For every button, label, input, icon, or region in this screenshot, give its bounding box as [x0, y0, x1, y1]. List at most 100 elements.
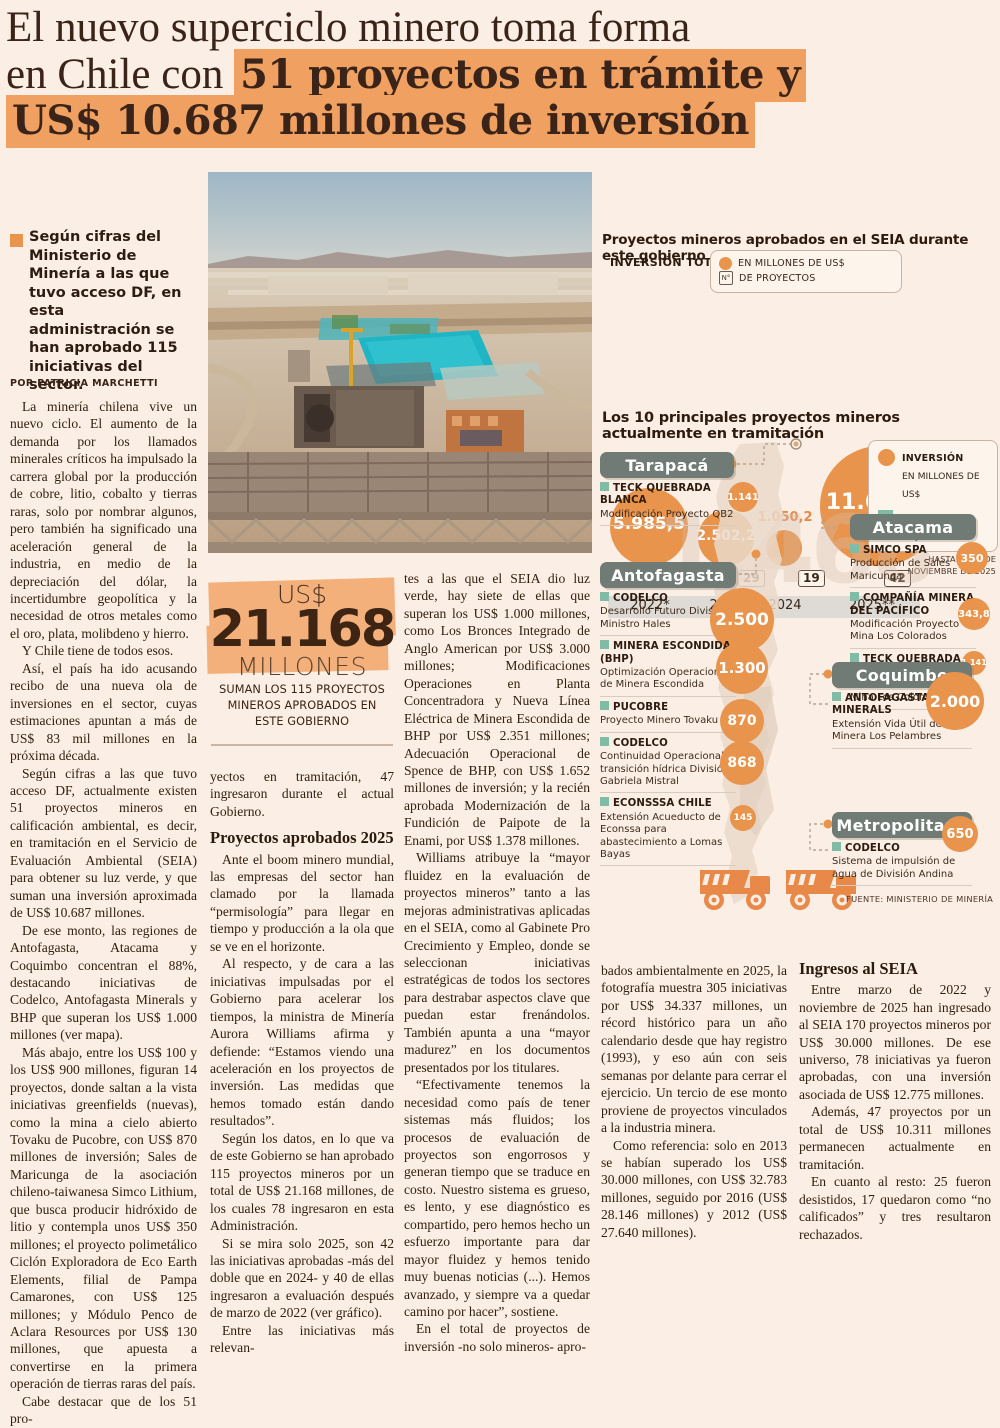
- project-item: MINERA ESCONDIDA (BHP) Optimización Oper…: [600, 636, 768, 697]
- project-name: Modificación Proyecto Mina Los Colorados: [850, 619, 960, 643]
- map-legend-item-inversion: INVERSIÓN EN MILLONES DE US$: [878, 448, 989, 502]
- project-titular: SIMCO SPA: [863, 545, 927, 556]
- project-item: TECK QUEBRADA BLANCA Modificación Proyec…: [600, 478, 759, 527]
- headline-line-1: El nuevo superciclo minero toma forma: [6, 4, 691, 51]
- green-square-icon: [600, 797, 609, 807]
- paragraph: Como referencia: solo en 2013 se habían …: [601, 1137, 787, 1240]
- bubble-chart: INVERSIÓN TOTAL EN MILLONES DE US$ N° DE…: [602, 250, 942, 618]
- paragraph: Entre marzo de 2022 y noviembre de 2025 …: [799, 982, 991, 1102]
- body-column-1: La minería chilena vive un nuevo ciclo. …: [10, 398, 197, 1428]
- paragraph: En cuanto al resto: 25 fueron desistidos…: [799, 1174, 991, 1242]
- project-titular: ANTOFAGASTA MINERALS: [832, 693, 930, 717]
- region-header-label: Tarapacá: [600, 452, 734, 478]
- legend-item-projects: N° DE PROYECTOS: [719, 271, 893, 285]
- paragraph: La minería chilena vive un nuevo ciclo. …: [10, 399, 197, 641]
- paragraph: Entre las iniciativas más relevan-: [210, 1322, 394, 1356]
- project-titular: ECONSSSA CHILE: [613, 798, 712, 810]
- callout-currency: US$: [276, 580, 328, 609]
- green-square-icon: [850, 652, 859, 662]
- project-titular: PUCOBRE: [613, 701, 669, 713]
- project-investment-bubble: 650: [942, 816, 978, 852]
- green-square-icon: [600, 640, 609, 650]
- project-investment-bubble: 2.500: [710, 588, 774, 652]
- project-investment-bubble: 350: [956, 542, 988, 574]
- headline-line-3: US$ 10.687 millones de inversión: [6, 94, 836, 148]
- headline-line-2-highlight: 51 proyectos en trámite y: [234, 48, 807, 102]
- project-item: PUCOBRE Proyecto Minero Tovaku 870: [600, 697, 764, 743]
- project-item: CODELCO Continuidad Operacional y transi…: [600, 733, 764, 794]
- project-name: Optimización Operacional de Minera Escon…: [600, 667, 729, 691]
- green-square-icon: [600, 592, 609, 601]
- paragraph: Así, el país ha ido acusando recibo de u…: [10, 660, 197, 764]
- headline-line-2-plain: en Chile con: [6, 50, 235, 98]
- region-card-metropolitana: Metropolitana CODELCO Sistema de impulsi…: [832, 812, 978, 887]
- count-badge-2024: 19: [798, 570, 825, 587]
- mine-aerial-photo: [208, 172, 592, 553]
- paragraph: De ese monto, las regiones de Antofagast…: [10, 922, 197, 1043]
- investment-callout: US$ 21.168 MILLONES SUMAN LOS 115 PROYEC…: [206, 572, 397, 768]
- green-square-icon: [600, 482, 609, 491]
- legend-item-investment: EN MILLONES DE US$: [719, 257, 893, 270]
- mining-truck-illustration: [700, 870, 856, 910]
- body-column-5: Ingresos al SEIA Entre marzo de 2022 y n…: [799, 958, 991, 1243]
- paragraph: bados ambientalmente en 2025, la fotogra…: [601, 963, 787, 1136]
- section-heading-ingresos-seia: Ingresos al SEIA: [799, 959, 918, 978]
- project-name: Continuidad Operacional y transición híd…: [600, 751, 733, 787]
- project-titular: CODELCO: [845, 843, 900, 854]
- project-name: Desarrollo Futuro División Ministro Hale…: [600, 606, 729, 630]
- project-item: ECONSSSA CHILE Extensión Acueducto de Ec…: [600, 793, 756, 867]
- project-name: Extensión Acueducto de Econssa para abas…: [600, 811, 723, 860]
- headline-line-3-highlight: US$ 10.687 millones de inversión: [6, 94, 755, 148]
- legend-label: DE PROYECTOS: [739, 272, 816, 284]
- region-card-antofagasta: Antofagasta CODELCO Desarrollo Futuro Di…: [600, 562, 774, 867]
- green-square-icon: [850, 544, 859, 553]
- project-name: Extensión Vida Útil de Minera Los Pelamb…: [832, 718, 942, 743]
- green-square-icon: [832, 842, 841, 851]
- newspaper-page: El nuevo superciclo minero toma forma en…: [6, 4, 1000, 1426]
- paragraph: Cabe destacar que de los 51 pro-: [10, 1393, 197, 1427]
- page-title: El nuevo superciclo minero toma forma en…: [6, 4, 836, 148]
- region-header-label: Atacama: [850, 514, 976, 540]
- chile-map-section: 1.468 INVERSIÓN EN MILLONES DE US$: [596, 432, 1000, 952]
- region-card-tarapaca: Tarapacá TECK QUEBRADA BLANCA Modificaci…: [600, 452, 759, 527]
- headline-line-2: en Chile con 51 proyectos en trámite y: [6, 48, 836, 102]
- body-column-3: tes a las que el SEIA dio luz verde, hay…: [404, 570, 590, 1355]
- project-item: CODELCO Desarrollo Futuro División Minis…: [600, 588, 774, 652]
- byline: POR PATRICIA MARCHETTI: [10, 378, 158, 389]
- project-investment-bubble: 868: [720, 740, 764, 785]
- lead-text: Según cifras del Ministerio de Minería a…: [29, 229, 182, 394]
- section-heading-proyectos-2025: Proyectos aprobados 2025: [210, 828, 394, 848]
- project-titular: COMPAÑÍA MINERA DEL PACÍFICO: [850, 593, 975, 617]
- project-titular: CODELCO: [613, 737, 668, 749]
- paragraph: Y Chile tiene de todos esos.: [22, 643, 174, 659]
- body-column-4: bados ambientalmente en 2025, la fotogra…: [601, 962, 787, 1241]
- project-item: SIMCO SPA Producción de Sales Maricunga …: [850, 540, 988, 589]
- paragraph: “Efectivamente tenemos la necesidad como…: [404, 1077, 590, 1320]
- region-card-atacama: Atacama SIMCO SPA Producción de Sales Ma…: [850, 514, 990, 710]
- chart-tick-2025: 2025**: [848, 598, 896, 613]
- project-name: Proyecto Minero Tovaku: [600, 715, 719, 727]
- project-investment-bubble: 2.000: [926, 672, 984, 730]
- green-square-icon: [850, 592, 859, 602]
- map-title: Los 10 principales proyectos mineros act…: [602, 410, 900, 442]
- paragraph: Según los datos, en lo que va de este Go…: [210, 1130, 394, 1234]
- bubble-2022: [610, 488, 688, 566]
- source-note: FUENTE: MINISTERIO DE MINERÍA: [846, 894, 994, 904]
- legend-subtitle: EN MILLONES DE US$: [902, 471, 980, 500]
- project-name: Modificación Proyecto QB2: [600, 508, 734, 520]
- body-column-2: yectos en tramitación, 47 ingresaron dur…: [210, 768, 394, 1357]
- paragraph: Según cifras a las que tuvo acceso DF, a…: [10, 765, 197, 921]
- project-investment-bubble: 870: [720, 698, 764, 743]
- number-box-icon: N°: [719, 271, 733, 285]
- region-header-label: Antofagasta: [600, 562, 736, 588]
- chart-tick-2022: 2022*: [630, 598, 670, 613]
- project-name: Producción de Sales Maricunga: [850, 558, 951, 582]
- count-badge-2025: 42: [884, 570, 911, 587]
- paragraph: Además, 47 proyectos por un total de US$…: [799, 1104, 991, 1172]
- orange-circle-icon: [719, 257, 732, 270]
- paragraph: Más abajo, entre los US$ 100 y los US$ 9…: [10, 1044, 197, 1392]
- paragraph: Si se mira solo 2025, son 42 las iniciat…: [210, 1235, 394, 1321]
- chart-legend: EN MILLONES DE US$ N° DE PROYECTOS: [710, 250, 902, 293]
- project-titular: CODELCO: [613, 593, 668, 604]
- paragraph: yectos en tramitación, 47 ingresaron dur…: [210, 769, 394, 819]
